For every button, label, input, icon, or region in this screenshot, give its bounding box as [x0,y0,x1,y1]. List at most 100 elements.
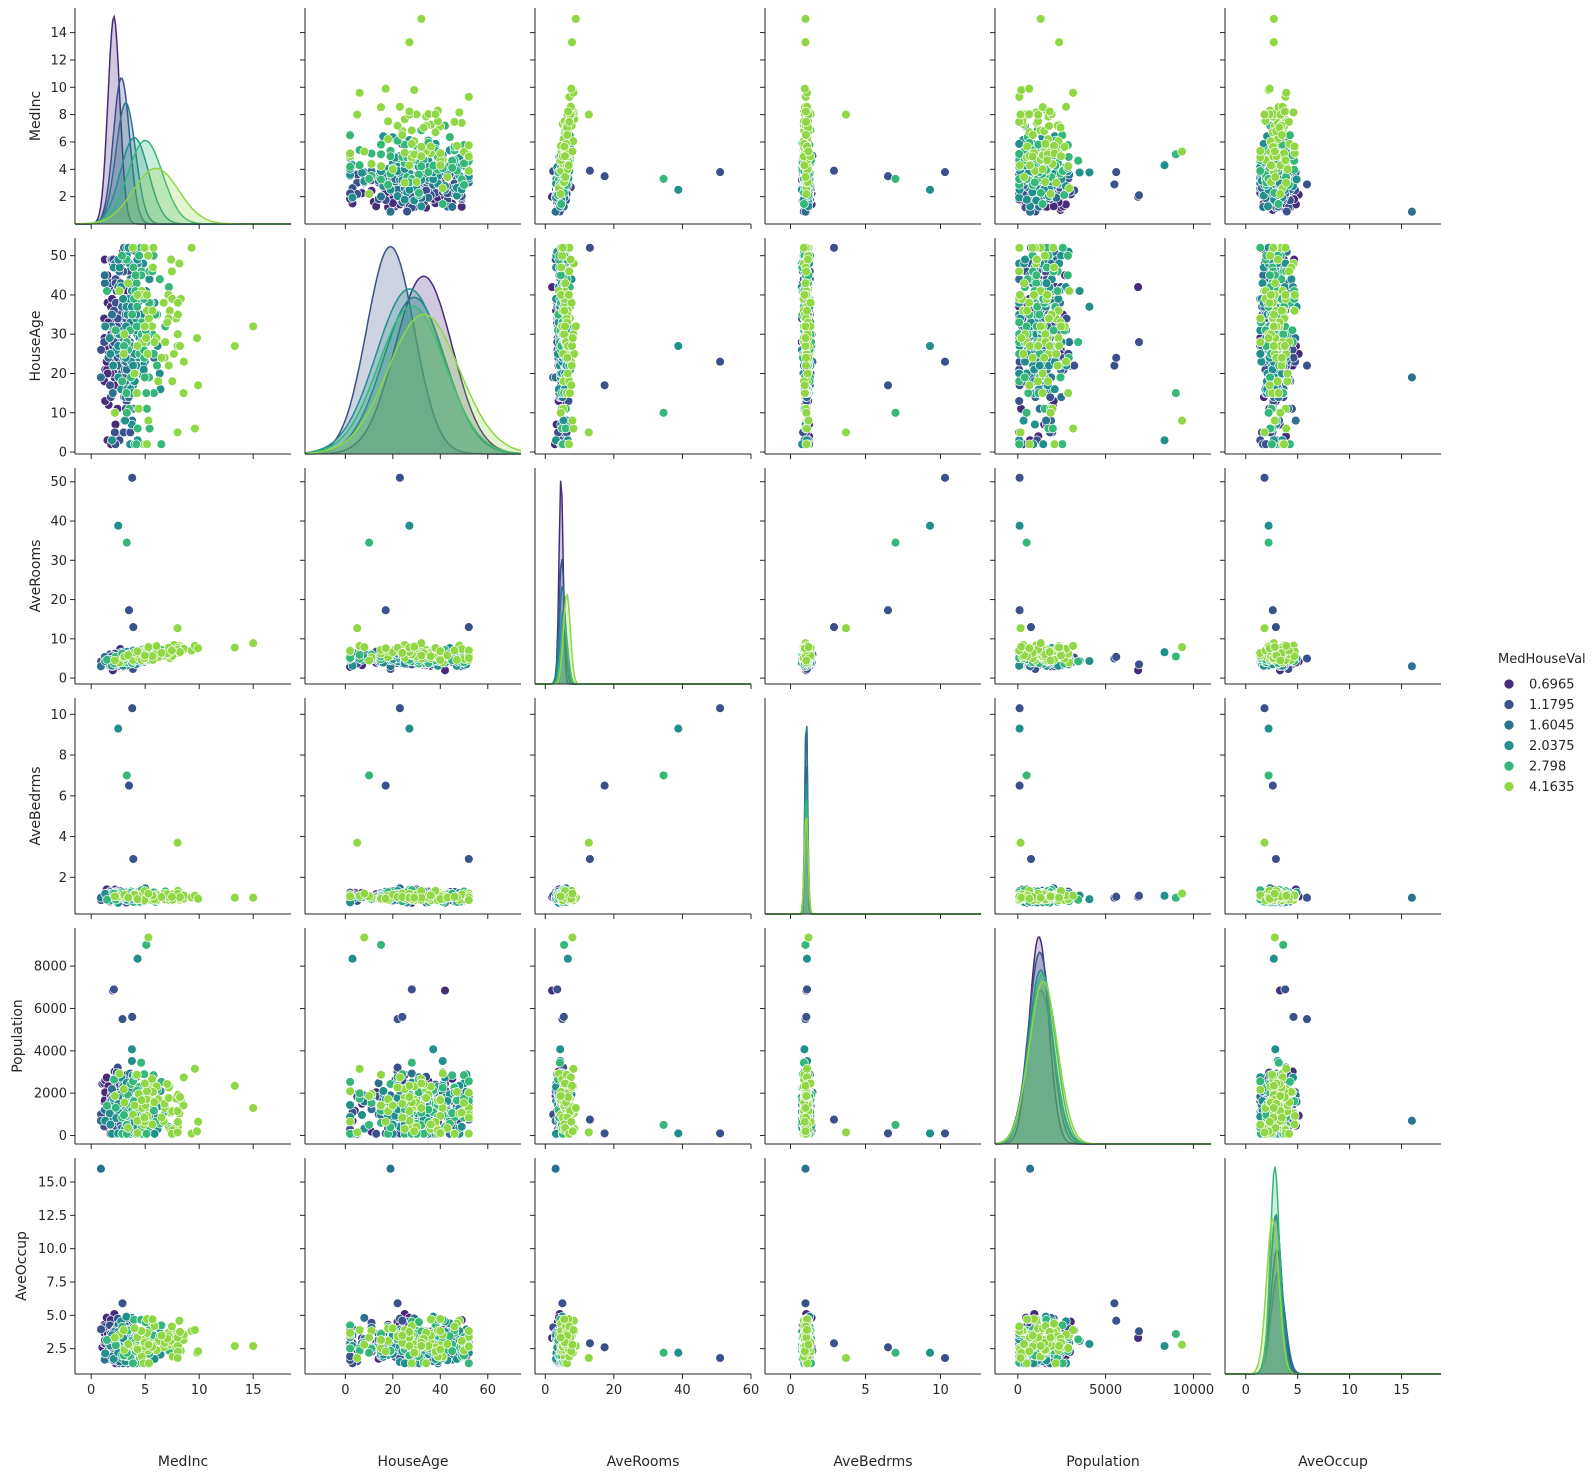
scatter-point [571,14,581,24]
scatter-point [1084,301,1095,312]
scatter-point [802,368,813,379]
scatter-point [562,130,573,140]
scatter-point [193,380,203,391]
scatter-point [1029,290,1039,300]
scatter-point [1049,384,1060,394]
scatter-point [407,139,417,149]
scatter-point [152,360,162,371]
scatter-point [803,254,813,265]
scatter-point [1024,83,1034,94]
scatter-point [1269,341,1279,351]
scatter-point [1284,117,1294,127]
scatter-point [138,364,149,375]
scatter-point [571,321,581,332]
scatter-point [132,423,143,434]
scatter-point [585,165,595,176]
y-tick-label: 14 [50,26,67,41]
scatter-point [104,333,115,343]
scatter-point [117,376,127,387]
scatter-point [567,146,578,157]
y-tick-label: 12 [50,53,67,68]
scatter-point [447,202,457,212]
scatter-point [464,151,474,162]
scatter-point [564,266,575,277]
scatter-point [416,142,427,152]
scatter-point [158,298,169,308]
panel-HouseAge-vs-AveOccup [1220,238,1441,459]
scatter-point [139,243,150,253]
scatter-point [160,337,170,347]
scatter-point [1052,286,1063,296]
scatter-point [559,329,569,339]
scatter-point [122,537,132,548]
scatter-point [172,427,183,438]
panel-MedInc-vs-AveBedrms [760,8,981,229]
scatter-point [164,305,175,316]
scatter-point [1037,164,1048,174]
scatter-point [1015,160,1025,171]
scatter-point [1044,341,1055,351]
scatter-point [179,356,189,367]
scatter-point [366,159,377,169]
scatter-point [801,266,811,277]
scatter-point [385,206,396,217]
scatter-point [567,341,577,351]
scatter-point [153,376,163,387]
scatter-point [99,270,110,281]
scatter-point [108,388,118,398]
scatter-point [799,243,809,253]
scatter-point [1255,313,1266,324]
scatter-point [119,349,129,359]
kde-fill-1.1795 [75,78,291,224]
scatter-point [1022,305,1032,316]
scatter-point [1288,107,1299,118]
scatter-point [1032,254,1042,265]
scatter-point [1027,353,1038,363]
scatter-point [1270,278,1281,288]
scatter-point [147,305,158,316]
scatter-point [890,174,901,184]
scatter-point [416,14,427,24]
y-tick-label: 4 [59,163,67,178]
scatter-point [1275,408,1286,418]
scatter-point [883,380,893,391]
scatter-point [376,191,386,202]
scatter-point [1061,356,1071,367]
scatter-point [673,185,684,195]
scatter-point [1284,266,1294,277]
scatter-point [154,368,165,379]
panel-MedInc-vs-Population [990,8,1211,229]
scatter-point [1266,290,1276,300]
scatter-point [409,85,419,95]
scatter-point [1255,243,1266,253]
scatter-point [1041,415,1051,426]
scatter-point [800,341,811,351]
scatter-point [141,388,152,398]
scatter-point [1109,179,1120,190]
scatter-point [801,117,811,127]
scatter-point [110,419,121,430]
scatter-point [110,427,120,438]
scatter-point [132,290,143,300]
scatter-point [841,427,851,438]
scatter-point [140,372,150,383]
scatter-point [715,356,725,367]
scatter-point [354,88,365,98]
scatter-point [1063,270,1073,281]
scatter-point [132,321,142,332]
scatter-point [1302,179,1312,190]
scatter-point [803,415,814,426]
scatter-point [802,305,812,316]
scatter-point [423,167,434,177]
scatter-point [1014,317,1024,328]
panel-HouseAge-vs-AveBedrms [760,238,981,459]
scatter-point [166,254,176,265]
scatter-point [102,655,112,665]
scatter-point [96,372,106,383]
scatter-point [1407,206,1417,217]
scatter-point [1045,408,1056,418]
scatter-point [1058,243,1068,253]
scatter-point [1039,353,1049,363]
scatter-point [1073,155,1083,166]
scatter-point [114,262,125,273]
